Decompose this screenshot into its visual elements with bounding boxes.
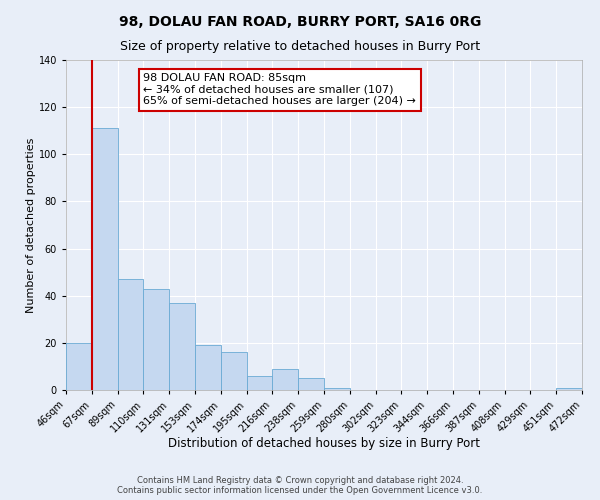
- Bar: [247, 376, 272, 390]
- Y-axis label: Number of detached properties: Number of detached properties: [26, 138, 35, 312]
- Bar: [298, 378, 324, 390]
- X-axis label: Distribution of detached houses by size in Burry Port: Distribution of detached houses by size …: [168, 436, 480, 450]
- Text: Contains HM Land Registry data © Crown copyright and database right 2024.
Contai: Contains HM Land Registry data © Crown c…: [118, 476, 482, 495]
- Bar: [272, 369, 298, 390]
- Bar: [556, 388, 582, 390]
- Text: Size of property relative to detached houses in Burry Port: Size of property relative to detached ho…: [120, 40, 480, 53]
- Text: 98 DOLAU FAN ROAD: 85sqm
← 34% of detached houses are smaller (107)
65% of semi-: 98 DOLAU FAN ROAD: 85sqm ← 34% of detach…: [143, 73, 416, 106]
- Bar: [118, 279, 143, 390]
- Bar: [195, 345, 221, 390]
- Bar: [66, 343, 92, 390]
- Bar: [92, 128, 118, 390]
- Bar: [143, 288, 169, 390]
- Bar: [221, 352, 247, 390]
- Text: 98, DOLAU FAN ROAD, BURRY PORT, SA16 0RG: 98, DOLAU FAN ROAD, BURRY PORT, SA16 0RG: [119, 15, 481, 29]
- Bar: [324, 388, 350, 390]
- Bar: [169, 303, 195, 390]
